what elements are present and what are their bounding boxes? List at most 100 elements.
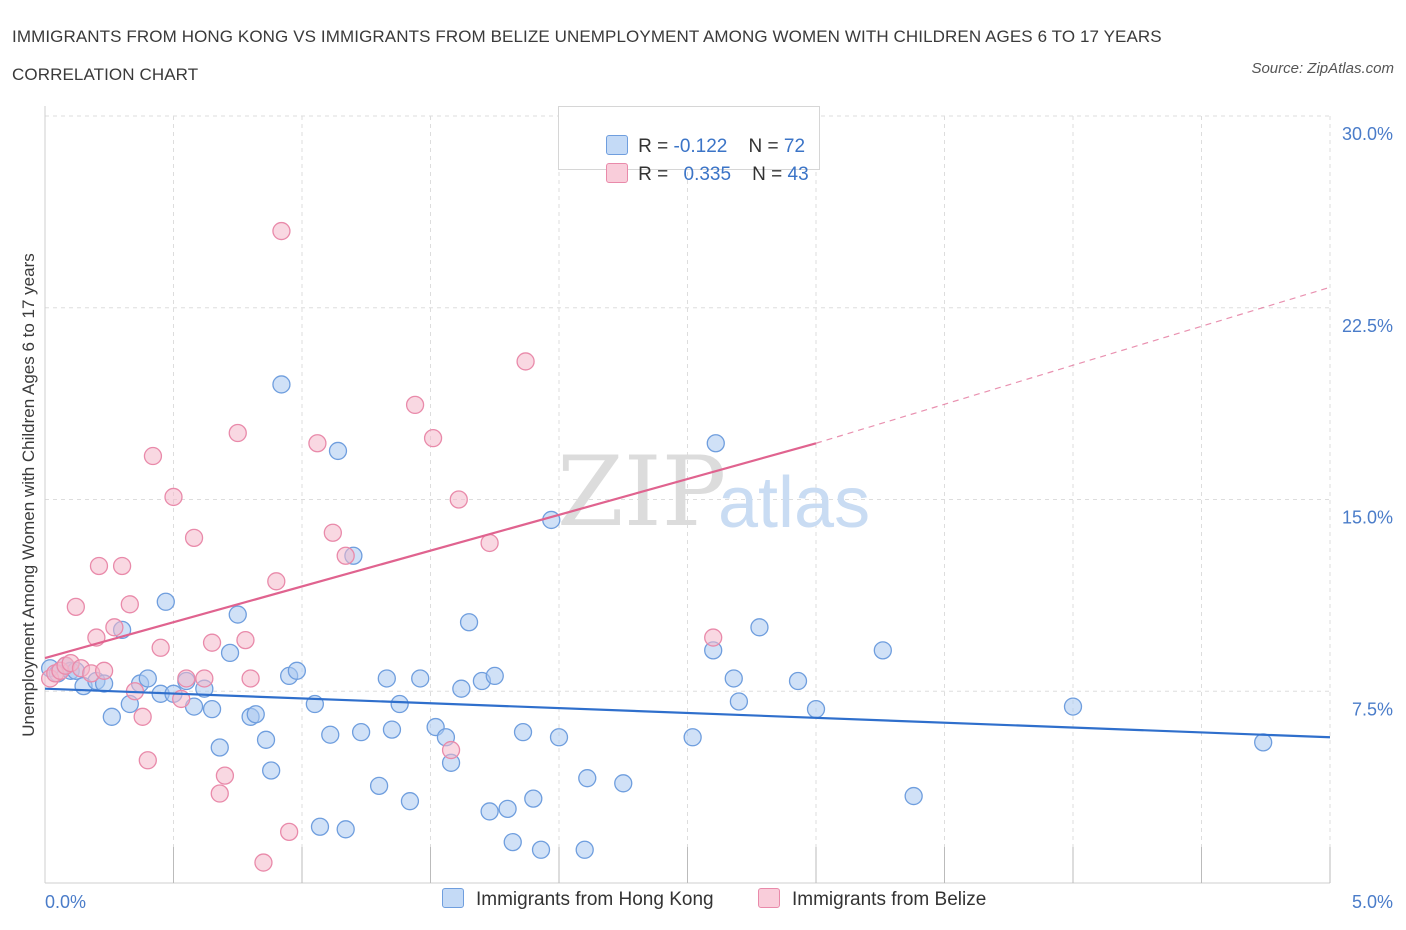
- data-point-hong-kong: [485, 666, 504, 686]
- data-point-hong-kong: [310, 817, 330, 836]
- data-point-belize: [272, 221, 291, 241]
- data-point-hong-kong: [369, 776, 389, 795]
- data-point-belize: [138, 751, 157, 770]
- data-point-hong-kong: [390, 694, 409, 714]
- legend-swatch-hong-kong: [442, 888, 464, 908]
- data-point-hong-kong: [531, 840, 551, 859]
- y-tick-label: 15.0%: [1342, 508, 1393, 528]
- data-point-belize: [202, 633, 222, 652]
- data-point-belize: [164, 487, 183, 507]
- data-point-hong-kong: [904, 786, 923, 806]
- legend-r-hong-kong: -0.122: [673, 136, 728, 157]
- data-point-belize: [151, 638, 170, 657]
- legend-row-belize: R = 0.335 N = 43: [585, 141, 809, 185]
- data-point-hong-kong: [1254, 733, 1273, 752]
- data-point-hong-kong: [377, 669, 396, 688]
- data-point-hong-kong: [873, 641, 892, 660]
- data-point-hong-kong: [382, 720, 402, 739]
- data-point-hong-kong: [1063, 697, 1083, 716]
- data-point-belize: [195, 669, 214, 688]
- data-point-hong-kong: [246, 705, 265, 724]
- y-tick-label: 30.0%: [1342, 124, 1393, 144]
- legend-row-hong-kong: R = -0.122 N = 72: [585, 113, 805, 157]
- data-point-hong-kong: [706, 434, 725, 453]
- data-point-hong-kong: [788, 671, 808, 691]
- data-point-hong-kong: [321, 725, 340, 744]
- tick-labels: 7.5% 15.0% 22.5% 30.0% 0.0% 5.0%: [45, 124, 1393, 912]
- trend-line-belize: [44, 442, 817, 660]
- data-point-hong-kong: [578, 769, 597, 788]
- data-point-hong-kong: [750, 618, 769, 637]
- data-point-hong-kong: [683, 728, 702, 747]
- data-point-hong-kong: [513, 723, 533, 742]
- chart-title: IMMIGRANTS FROM HONG KONG VS IMMIGRANTS …: [12, 27, 1162, 84]
- data-point-hong-kong: [228, 605, 247, 624]
- data-point-belize: [308, 434, 327, 453]
- data-point-hong-kong: [256, 730, 276, 749]
- data-point-belize: [143, 446, 163, 466]
- data-point-belize: [254, 853, 273, 872]
- data-point-hong-kong: [524, 789, 543, 808]
- data-point-hong-kong: [452, 679, 471, 698]
- data-point-hong-kong: [210, 738, 229, 757]
- data-point-hong-kong: [351, 723, 371, 742]
- y-tick-label: 7.5%: [1352, 699, 1393, 719]
- data-point-belize: [336, 546, 355, 565]
- data-point-hong-kong: [138, 669, 157, 688]
- data-point-hong-kong: [724, 669, 743, 688]
- data-point-hong-kong: [328, 441, 348, 461]
- data-point-hong-kong: [400, 792, 420, 811]
- data-point-hong-kong: [729, 692, 749, 711]
- data-point-belize: [516, 352, 535, 371]
- data-point-hong-kong: [336, 820, 355, 839]
- series-legend: Immigrants from Hong Kong Immigrants fro…: [0, 888, 1406, 916]
- data-point-hong-kong: [220, 643, 240, 663]
- legend-item-hong-kong: Immigrants from Hong Kong: [442, 888, 714, 911]
- data-point-hong-kong: [459, 613, 479, 632]
- data-point-belize: [133, 707, 152, 726]
- data-point-belize: [441, 740, 461, 760]
- data-point-belize: [323, 523, 342, 542]
- legend-n-belize: 43: [787, 164, 809, 185]
- data-point-belize: [704, 628, 723, 647]
- data-point-belize: [279, 822, 299, 842]
- data-point-hong-kong: [575, 840, 594, 859]
- data-point-belize: [120, 595, 139, 614]
- trend-line-belize-extension: [815, 286, 1331, 444]
- data-point-belize: [449, 490, 468, 509]
- data-point-hong-kong: [542, 510, 561, 530]
- legend-swatch-hong-kong: [606, 135, 629, 155]
- data-point-belize: [423, 428, 443, 448]
- data-point-belize: [405, 395, 425, 415]
- data-point-hong-kong: [614, 774, 633, 793]
- data-point-belize: [267, 572, 286, 591]
- data-point-belize: [105, 618, 124, 637]
- data-point-belize: [228, 423, 247, 443]
- source-label: Source: ZipAtlas.com: [1251, 60, 1394, 77]
- y-tick-label: 22.5%: [1342, 316, 1393, 336]
- data-point-belize: [210, 784, 229, 803]
- trend-lines: [44, 286, 1331, 739]
- data-point-hong-kong: [202, 699, 222, 719]
- legend-item-belize: Immigrants from Belize: [758, 888, 986, 911]
- data-point-hong-kong: [272, 375, 291, 394]
- data-point-belize: [480, 533, 499, 553]
- data-point-hong-kong: [549, 728, 569, 747]
- data-point-hong-kong: [806, 699, 826, 719]
- legend-swatch-belize: [606, 163, 629, 183]
- watermark: ZIP atlas: [557, 436, 870, 548]
- x-tick-label: 5.0%: [1352, 892, 1393, 912]
- trend-line-hong-kong: [44, 687, 1331, 739]
- legend-swatch-belize: [758, 888, 780, 908]
- data-point-hong-kong: [503, 832, 522, 852]
- legend-r-belize: 0.335: [683, 164, 732, 185]
- data-point-belize: [177, 669, 196, 688]
- data-point-belize: [112, 556, 132, 576]
- data-point-belize: [66, 597, 85, 617]
- x-tick-label: 0.0%: [45, 892, 86, 912]
- data-point-belize: [215, 766, 235, 785]
- data-point-belize: [89, 556, 109, 576]
- watermark-atlas: atlas: [718, 463, 870, 543]
- data-point-hong-kong: [156, 592, 175, 611]
